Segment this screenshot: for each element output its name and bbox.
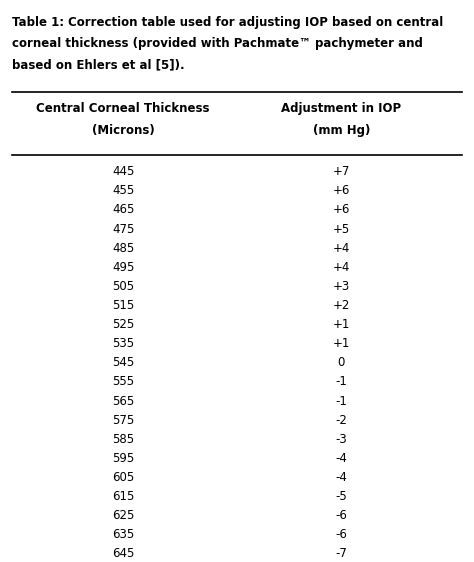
Text: 515: 515 (112, 299, 134, 312)
Text: +1: +1 (333, 337, 350, 350)
Text: Central Corneal Thickness: Central Corneal Thickness (36, 102, 210, 115)
Text: -4: -4 (335, 471, 347, 484)
Text: +7: +7 (333, 165, 350, 178)
Text: (mm Hg): (mm Hg) (312, 124, 370, 137)
Text: Adjustment in IOP: Adjustment in IOP (281, 102, 401, 115)
Text: 565: 565 (112, 395, 134, 407)
Text: -1: -1 (335, 375, 347, 388)
Text: 575: 575 (112, 414, 134, 427)
Text: +4: +4 (333, 261, 350, 274)
Text: +2: +2 (333, 299, 350, 312)
Text: +1: +1 (333, 318, 350, 331)
Text: -3: -3 (336, 433, 347, 446)
Text: 635: 635 (112, 528, 134, 541)
Text: -4: -4 (335, 452, 347, 465)
Text: +5: +5 (333, 223, 350, 235)
Text: -1: -1 (335, 395, 347, 407)
Text: 485: 485 (112, 242, 134, 255)
Text: +4: +4 (333, 242, 350, 255)
Text: +6: +6 (333, 203, 350, 216)
Text: 495: 495 (112, 261, 135, 274)
Text: 465: 465 (112, 203, 135, 216)
Text: corneal thickness (provided with Pachmate™ pachymeter and: corneal thickness (provided with Pachmat… (12, 37, 423, 50)
Text: 535: 535 (112, 337, 134, 350)
Text: Correction table used for adjusting IOP based on central: Correction table used for adjusting IOP … (68, 16, 443, 29)
Text: (Microns): (Microns) (92, 124, 155, 137)
Text: 545: 545 (112, 356, 134, 369)
Text: -6: -6 (335, 509, 347, 522)
Text: -7: -7 (335, 547, 347, 560)
Text: 645: 645 (112, 547, 135, 560)
Text: 455: 455 (112, 184, 134, 197)
Text: 585: 585 (112, 433, 134, 446)
Text: 615: 615 (112, 490, 135, 503)
Text: Table 1:: Table 1: (12, 16, 68, 29)
Text: -5: -5 (336, 490, 347, 503)
Text: 605: 605 (112, 471, 134, 484)
Text: 0: 0 (337, 356, 345, 369)
Text: 525: 525 (112, 318, 134, 331)
Text: 555: 555 (112, 375, 134, 388)
Text: 475: 475 (112, 223, 135, 235)
Text: +3: +3 (333, 280, 350, 293)
Text: 505: 505 (112, 280, 134, 293)
Text: 595: 595 (112, 452, 134, 465)
Text: based on Ehlers et al [5]).: based on Ehlers et al [5]). (12, 58, 184, 71)
Text: -6: -6 (335, 528, 347, 541)
Text: +6: +6 (333, 184, 350, 197)
Text: 445: 445 (112, 165, 135, 178)
Text: 625: 625 (112, 509, 135, 522)
Text: -2: -2 (335, 414, 347, 427)
